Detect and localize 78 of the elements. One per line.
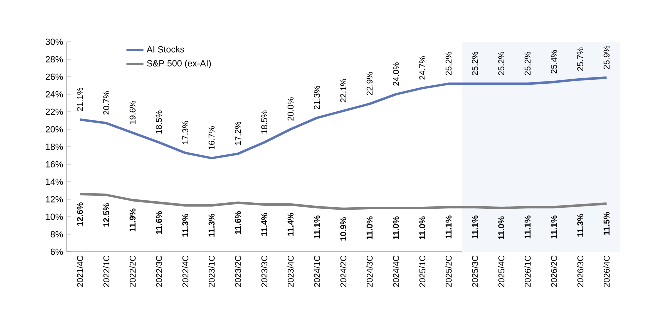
x-tick-label: 2026/3C [577,256,584,288]
data-label: 11.9% [130,208,136,232]
data-label: 12.5% [104,204,110,227]
x-tick-label: 2023/3C [261,256,268,288]
x-tick-label: 2023/4C [288,256,294,288]
y-tick-label: 20% [46,126,64,133]
x-tick-label: 2022/2C [130,256,136,288]
y-tick-label: 18% [46,144,64,150]
data-label: 22.1% [340,79,346,103]
y-tick-label: 10% [46,214,64,220]
y-tick-label: 22% [46,108,64,116]
data-label: 16.7% [208,126,215,150]
x-tick-label: 2023/1C [208,256,215,288]
x-tick-label: 2025/4C [498,256,505,288]
x-tick-label: 2025/1C [419,256,426,288]
data-label: 11.5% [604,212,610,236]
data-label: 25.9% [604,46,610,70]
data-label: 11.1% [551,216,558,239]
data-label: 24.0% [393,62,400,86]
data-label: 21.1% [77,88,84,112]
data-label: 19.6% [130,101,136,124]
data-label: 10.9% [340,218,346,241]
x-tick-label: 2026/2C [551,256,558,288]
data-label: 11.6% [235,211,242,234]
data-label: 25.2% [524,52,531,76]
data-label: 11.6% [156,211,162,234]
data-label: 25.2% [472,52,478,76]
data-label: 11.0% [366,216,373,240]
x-tick-label: 2026/1C [524,256,531,288]
data-label: 18.5% [156,110,162,134]
data-label: 11.4% [262,213,268,236]
data-label: 11.0% [393,216,400,240]
x-tick-label: 2026/4C [604,256,610,288]
data-label: 17.3% [182,121,188,144]
data-label: 11.1% [524,216,531,239]
data-label: 25.7% [578,48,584,72]
y-tick-label: 28% [46,56,64,63]
data-label: 11.3% [182,214,189,237]
x-tick-label: 2023/2C [235,256,242,288]
y-tick-label: 30% [46,38,64,46]
data-label: 11.3% [208,214,215,237]
data-label: 24.7% [420,56,426,80]
x-tick-label: 2022/4C [182,256,189,288]
data-label: 11.1% [472,216,478,239]
data-label: 20.0% [288,98,294,121]
x-tick-label: 2024/1C [314,256,320,288]
data-label: 11.1% [446,216,452,239]
x-tick-label: 2024/4C [393,256,400,288]
y-tick-label: 16% [46,161,64,168]
x-tick-label: 2024/2C [340,256,347,288]
legend-label: S&P 500 (ex-AI) [147,60,212,69]
y-tick-label: 12% [46,196,64,203]
data-label: 20.7% [104,91,110,115]
x-tick-label: 2022/3C [156,256,162,288]
y-tick-label: 6% [50,248,64,256]
x-tick-label: 2022/1C [103,256,110,288]
y-tick-label: 8% [50,231,64,238]
data-label: 11.0% [420,216,426,240]
data-label: 17.2% [235,122,242,146]
data-label: 18.5% [262,110,268,134]
data-label: 25.2% [446,52,452,76]
data-label: 25.4% [551,50,558,74]
x-tick-label: 2025/3C [472,256,478,288]
data-label: 11.1% [314,216,320,239]
x-tick-label: 2025/2C [446,256,452,288]
y-tick-label: 26% [46,74,64,80]
legend-label: AI Stocks [146,46,184,53]
data-label: 12.6% [77,202,84,226]
x-tick-label: 2024/3C [366,256,373,288]
data-label: 25.2% [498,52,504,76]
x-tick-label: 2021/4C [77,256,84,288]
y-tick-label: 14% [46,178,64,186]
data-label: 11.3% [578,214,584,237]
data-label: 11.4% [288,213,294,236]
data-label: 11.0% [498,216,504,240]
y-tick-label: 24% [46,91,64,98]
data-label: 22.9% [366,72,373,96]
data-label: 21.3% [314,86,320,110]
